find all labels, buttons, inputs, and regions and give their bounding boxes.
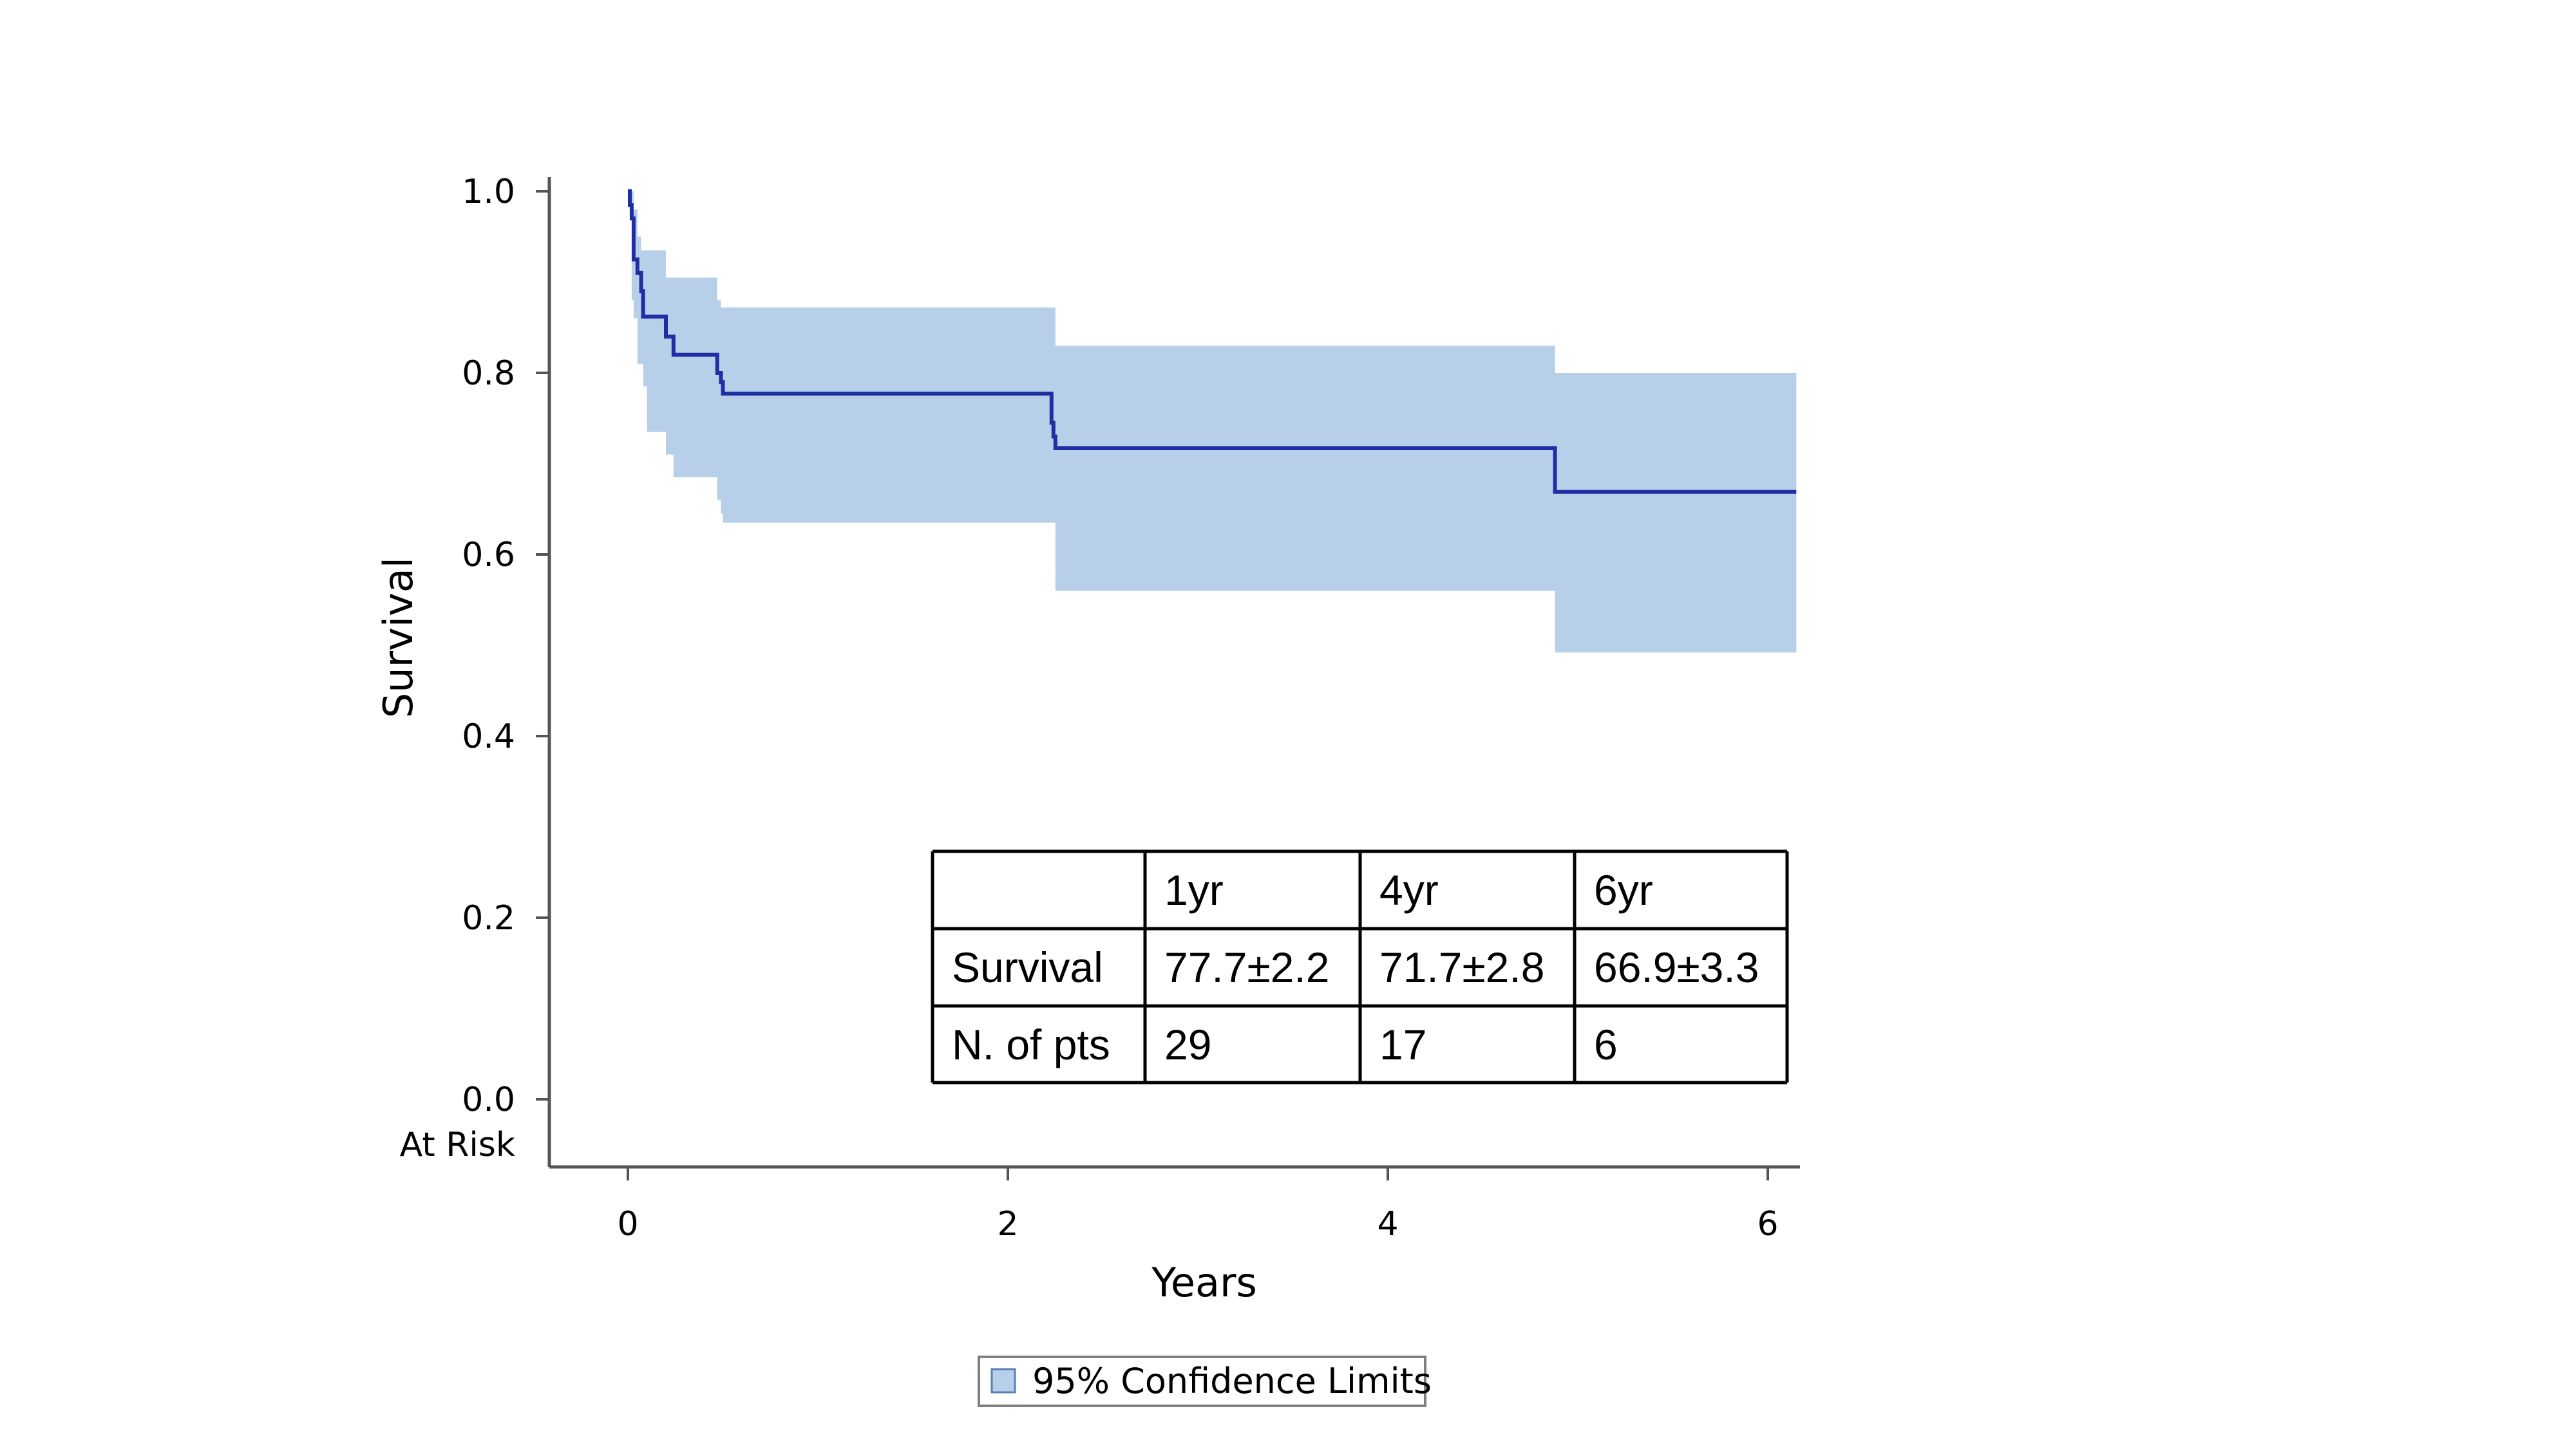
x-tick-label: 0 bbox=[617, 1205, 638, 1244]
table-header-cell: 1yr bbox=[1164, 866, 1224, 914]
x-ticks: 0 2 4 6 bbox=[617, 1167, 1779, 1244]
y-axis-title: Survival bbox=[375, 557, 422, 718]
inset-survival-table: 1yr 4yr 6yr Survival 77.7±2.2 71.7±2.8 66.9±3.… bbox=[931, 849, 1789, 1084]
y-tick-label: 0.4 bbox=[462, 717, 515, 756]
table-cell: 66.9±3.3 bbox=[1594, 943, 1759, 991]
table-cell: 29 bbox=[1164, 1021, 1211, 1068]
y-tick-label: 0.6 bbox=[462, 536, 515, 574]
confidence-band-layer bbox=[628, 191, 1797, 653]
legend-label: 95% Confidence Limits bbox=[1032, 1361, 1432, 1401]
table-cell: 71.7±2.8 bbox=[1379, 943, 1544, 991]
y-ticks: 0.0 0.2 0.4 0.6 0.8 1.0 bbox=[462, 173, 549, 1119]
legend-frame bbox=[978, 1356, 1426, 1407]
y-tick-label: 1.0 bbox=[462, 173, 515, 211]
at-risk-label: At Risk bbox=[400, 1126, 515, 1164]
x-axis-title: Years bbox=[1151, 1259, 1257, 1306]
table-cell: 77.7±2.2 bbox=[1164, 943, 1329, 991]
y-tick-label: 0.2 bbox=[462, 899, 515, 938]
x-tick-label: 6 bbox=[1757, 1205, 1778, 1244]
survival-step-line bbox=[628, 189, 1797, 494]
survival-curve-layer bbox=[628, 189, 1797, 494]
table-cell: N. of pts bbox=[952, 1021, 1110, 1068]
legend: 95% Confidence Limits bbox=[978, 1356, 1432, 1407]
x-tick-label: 2 bbox=[997, 1205, 1018, 1244]
axes-layer bbox=[547, 177, 1800, 1169]
y-tick-label: 0.8 bbox=[462, 354, 515, 393]
legend-swatch bbox=[990, 1368, 1016, 1394]
x-tick-label: 4 bbox=[1377, 1205, 1398, 1244]
table-cell: Survival bbox=[952, 943, 1103, 991]
table-cell: 17 bbox=[1379, 1021, 1426, 1068]
confidence-band bbox=[628, 191, 1797, 653]
table-cell: 6 bbox=[1594, 1021, 1618, 1068]
y-tick-label: 0.0 bbox=[462, 1081, 515, 1119]
table-header-cell: 4yr bbox=[1379, 866, 1439, 914]
table-header-cell: 6yr bbox=[1594, 866, 1653, 914]
